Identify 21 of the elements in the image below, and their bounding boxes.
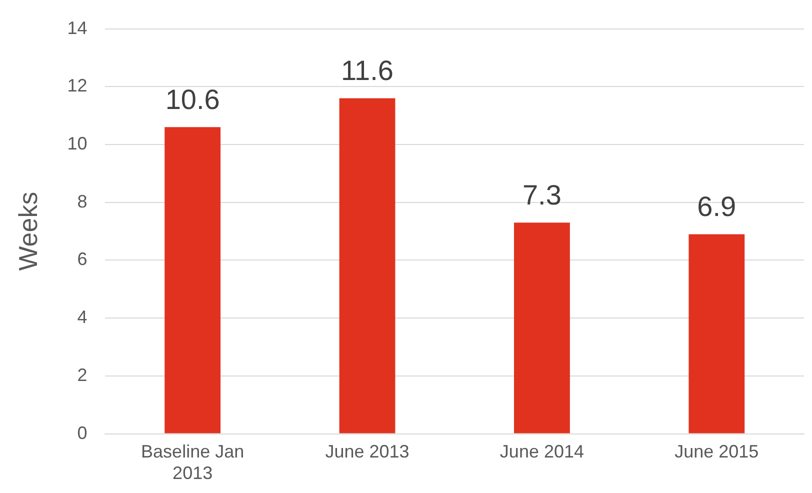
x-tick-label: June 2013	[325, 442, 410, 462]
y-axis-title: Weeks	[12, 192, 43, 271]
x-tick-label: June 2015	[674, 442, 759, 462]
data-label: 10.6	[165, 84, 220, 115]
bar	[688, 234, 745, 434]
x-tick-label: June 2014	[500, 442, 584, 462]
bar	[164, 127, 221, 434]
y-tick-label: 8	[77, 191, 88, 212]
bar	[514, 222, 570, 434]
y-tick-label: 12	[67, 76, 88, 96]
x-tick-label: Baseline Jan 2013	[141, 442, 244, 484]
y-tick-label: 10	[67, 133, 88, 154]
y-tick-label: 14	[67, 18, 88, 38]
data-label: 7.3	[522, 179, 562, 210]
bar	[339, 98, 396, 434]
y-tick-label: 6	[77, 249, 88, 270]
y-tick-label: 4	[77, 307, 88, 328]
data-label: 11.6	[341, 54, 394, 86]
y-tick-label: 0	[77, 422, 88, 443]
y-tick-label: 2	[77, 364, 88, 385]
data-label: 6.9	[697, 190, 736, 222]
